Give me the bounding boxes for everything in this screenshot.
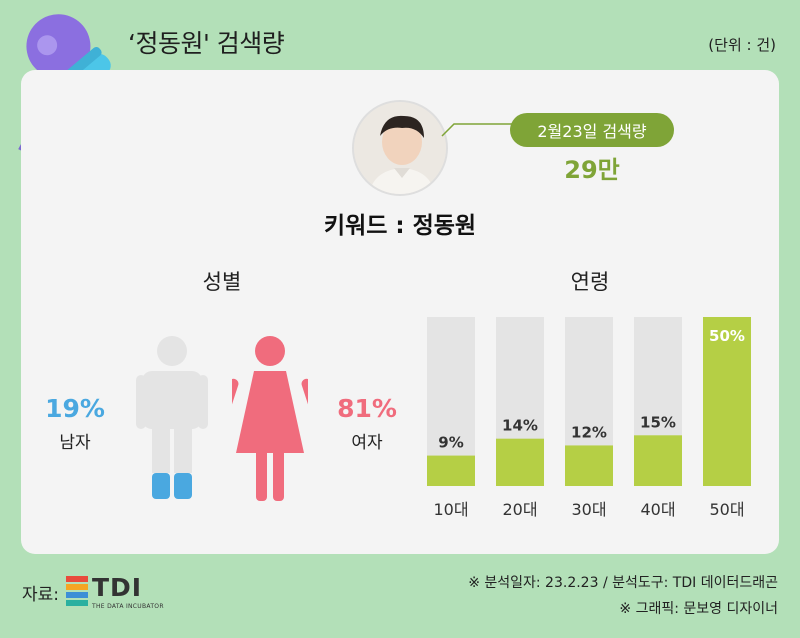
female-figure-icon <box>232 336 308 501</box>
unit-label: (단위 : 건) <box>708 36 776 54</box>
tdi-logo-icon <box>66 576 88 606</box>
male-figure-icon <box>136 336 208 499</box>
person-photo <box>352 100 448 196</box>
graphic-credit: ※ 그래픽: 문보영 디자이너 <box>619 601 778 617</box>
male-percent: 19% <box>45 394 105 423</box>
female-percent: 81% <box>337 394 397 423</box>
age-title: 연령 <box>570 270 610 294</box>
page-title: ‘정동원' 검색량 <box>128 29 285 58</box>
analysis-note: ※ 분석일자: 23.2.23 / 분석도구: TDI 데이터드래곤 <box>468 575 778 591</box>
male-label: 남자 <box>59 433 91 453</box>
logo-subtitle: THE DATA INCUBATOR <box>92 603 164 610</box>
logo-text: TDI <box>92 573 143 602</box>
gender-title: 성별 <box>202 270 242 294</box>
search-volume-value: 29만 <box>564 156 620 184</box>
keyword-label: 키워드 : 정동원 <box>323 213 477 239</box>
date-badge: 2월23일 검색량 <box>510 113 674 147</box>
source-label: 자료: <box>22 585 60 605</box>
female-label: 여자 <box>351 433 383 453</box>
connector-line <box>441 123 518 137</box>
